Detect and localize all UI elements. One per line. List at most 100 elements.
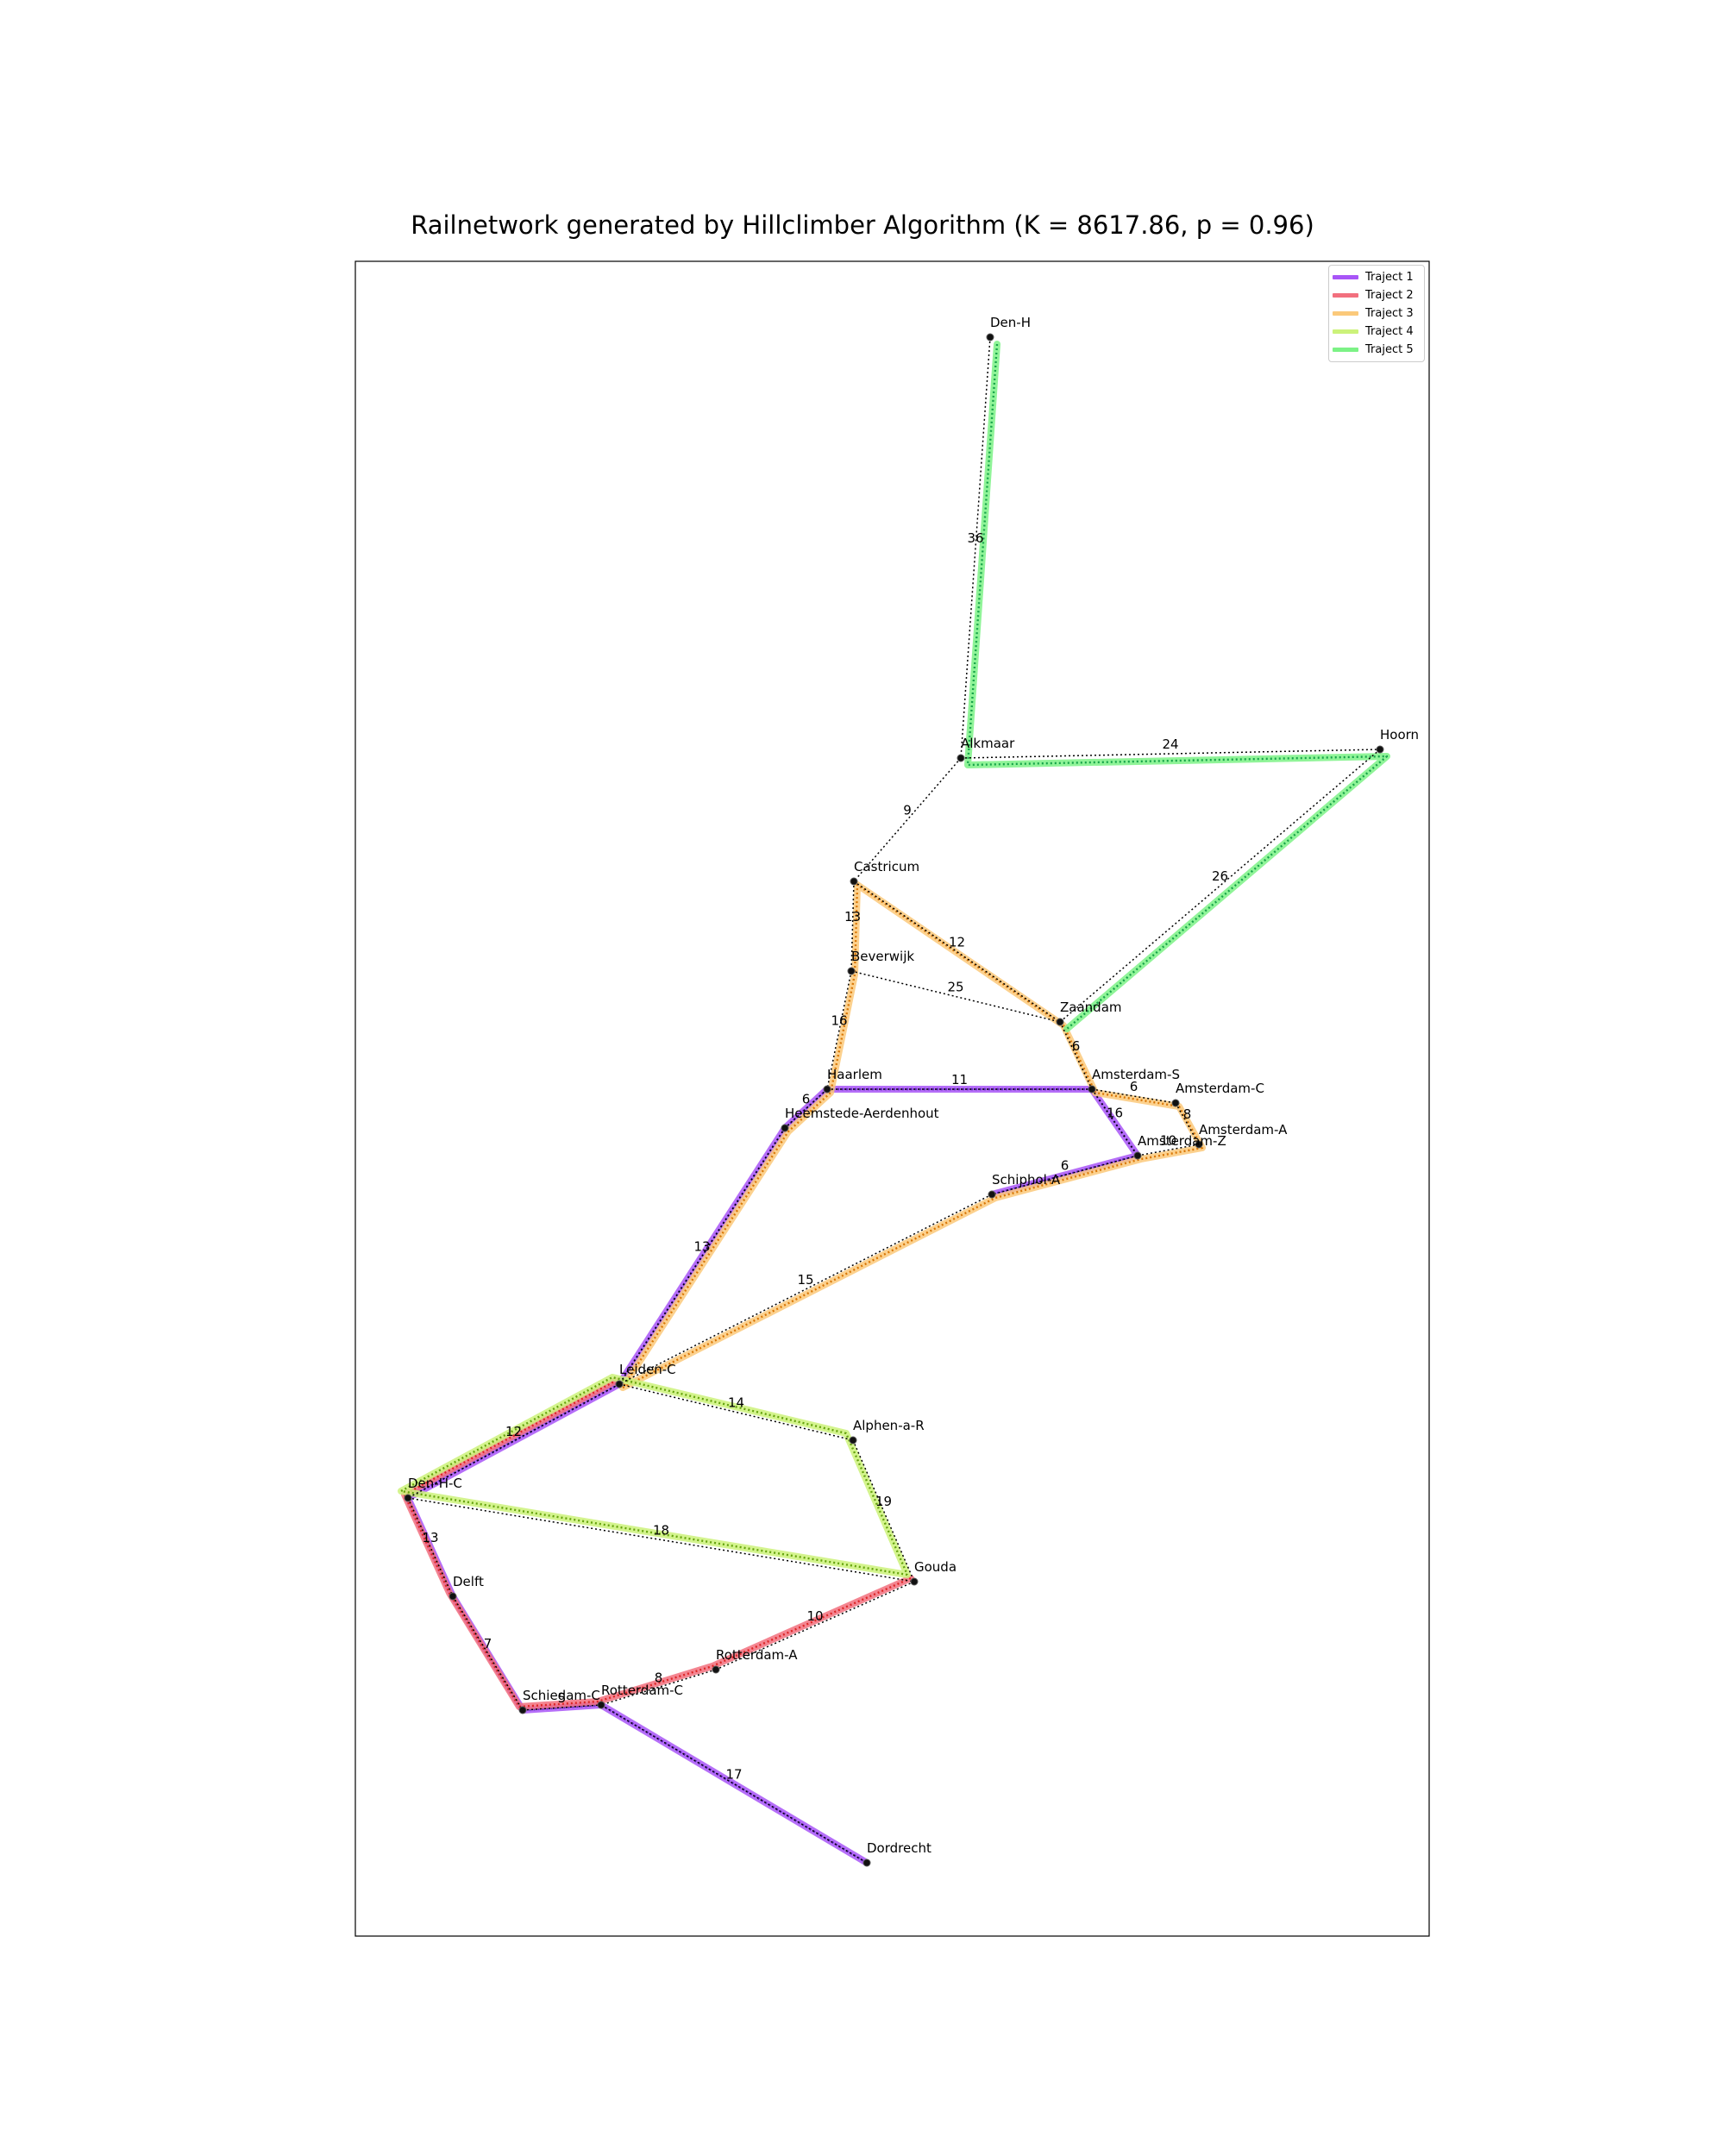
route-line-traject-5 [964, 341, 1390, 1032]
connection-haarlem-heemstede-aerdenhout [784, 1088, 828, 1129]
connection-minutes-label: 36 [967, 530, 983, 546]
connection-minutes-label: 17 [725, 1767, 742, 1783]
connection-minutes-label: 25 [947, 980, 963, 995]
station-dot-schiphol-a[interactable] [988, 1190, 996, 1199]
station-dot-leiden-c[interactable] [615, 1380, 624, 1388]
route-dots-traject-2 [403, 1379, 912, 1708]
station-label-rotterdam-a: Rotterdam-A [716, 1647, 798, 1663]
station-label-amsterdam-z: Amsterdam-Z [1138, 1133, 1226, 1149]
station-label-layer: Den-H Alkmaar Hoorn Castricum Beverwijk Zaand… [408, 315, 1419, 1856]
connection-beverwijk-haarlem [826, 970, 852, 1090]
connection-leiden-c-alphen-a-r [618, 1383, 854, 1441]
plot-frame [354, 260, 1430, 1937]
connection-minutes-label: 10 [806, 1608, 823, 1624]
route-line-traject-1 [405, 1086, 1141, 1866]
station-dot-amsterdam-c[interactable] [1171, 1099, 1180, 1107]
connection-minutes-label: 15 [797, 1272, 813, 1288]
legend-label: Traject 2 [1365, 289, 1414, 302]
connection-alphen-a-r-gouda [852, 1439, 915, 1583]
station-label-amsterdam-a: Amsterdam-A [1199, 1122, 1288, 1138]
connection-minutes-label: 6 [1061, 1158, 1070, 1174]
station-label-hoorn: Hoorn [1380, 727, 1419, 743]
legend-label: Traject 3 [1365, 307, 1414, 320]
connection-minutes-label: 11 [951, 1072, 968, 1087]
legend-swatch [1333, 293, 1358, 298]
legend-swatch [1333, 275, 1358, 279]
station-label-alphen-a-r: Alphen-a-R [853, 1418, 925, 1433]
route-dots-traject-4 [399, 1376, 909, 1576]
station-label-haarlem: Haarlem [827, 1067, 882, 1082]
connection-delft-schiedam-c [452, 1595, 524, 1711]
connection-minutes-label: 9 [903, 803, 912, 818]
connection-minutes-label: 14 [728, 1395, 744, 1411]
connection-minutes-label: 12 [949, 935, 965, 950]
connection-heemstede-aerdenhout-leiden-c [618, 1127, 786, 1385]
legend-label: Traject 5 [1365, 343, 1414, 356]
legend: Traject 1 Traject 2 Traject 3 Traject 4 Traj… [1328, 265, 1425, 362]
station-dot-den-h-c[interactable] [404, 1494, 412, 1502]
connection-schiphol-a-leiden-c [618, 1194, 993, 1385]
station-dot-amsterdam-z[interactable] [1133, 1151, 1142, 1160]
station-dot-rotterdam-a[interactable] [712, 1665, 720, 1674]
station-dot-zaandam[interactable] [1056, 1018, 1064, 1026]
route-layer [398, 341, 1390, 1866]
connection-minutes-label: 16 [1107, 1106, 1123, 1121]
station-dot-amsterdam-a[interactable] [1195, 1140, 1203, 1149]
connection-minutes-label: 13 [693, 1239, 710, 1255]
connection-minutes-label: 6 [1072, 1038, 1081, 1054]
route-line-traject-4 [398, 1374, 911, 1578]
connection-castricum-zaandam [853, 881, 1061, 1023]
station-label-dordrecht: Dordrecht [867, 1840, 932, 1856]
connection-castricum-beverwijk [850, 881, 855, 972]
station-dot-dordrecht[interactable] [862, 1858, 871, 1867]
route-dots-traject-3 [621, 883, 1204, 1389]
legend-entry-traject-3: Traject 3 [1333, 304, 1421, 323]
station-dot-den-h[interactable] [986, 333, 994, 342]
connection-rotterdam-a-rotterdam-c [600, 1669, 717, 1706]
station-label-leiden-c: Leiden-C [619, 1362, 676, 1377]
station-label-alkmaar: Alkmaar [961, 736, 1015, 751]
connection-alkmaar-hoorn [960, 749, 1381, 759]
connection-minutes-label: 7 [484, 1636, 492, 1651]
station-dot-haarlem[interactable] [823, 1085, 831, 1094]
station-label-amsterdam-s: Amsterdam-S [1092, 1067, 1180, 1082]
connection-amsterdam-s-amsterdam-c [1091, 1088, 1176, 1104]
station-dot-heemstede-aerdenhout[interactable] [781, 1124, 789, 1132]
connection-minutes-label: 16 [831, 1013, 847, 1029]
station-dot-hoorn[interactable] [1376, 745, 1384, 754]
connection-amsterdam-z-schiphol-a [991, 1155, 1138, 1195]
station-dot-beverwijk[interactable] [847, 967, 856, 975]
connection-den-h-c-gouda [407, 1497, 915, 1583]
connection-minutes-label: 19 [875, 1494, 892, 1509]
station-dot-rotterdam-c[interactable] [597, 1701, 605, 1709]
legend-swatch [1333, 329, 1358, 334]
connection-minutes-label: 8 [655, 1670, 663, 1686]
station-dot-alphen-a-r[interactable] [849, 1436, 857, 1445]
station-dot-delft[interactable] [448, 1592, 457, 1601]
station-label-gouda: Gouda [914, 1559, 957, 1575]
station-label-den-h-c: Den-H-C [408, 1476, 462, 1491]
route-dots-traject-1 [406, 1087, 1139, 1865]
legend-entry-traject-5: Traject 5 [1333, 341, 1421, 359]
connection-minutes-label: 6 [802, 1092, 811, 1107]
connection-minutes-label: 18 [653, 1523, 669, 1539]
station-dot-amsterdam-s[interactable] [1088, 1085, 1096, 1094]
connection-den-h-c-delft [407, 1497, 454, 1597]
connection-minutes-label: 12 [505, 1424, 522, 1439]
station-label-castricum: Castricum [854, 859, 919, 874]
station-dot-gouda[interactable] [910, 1577, 919, 1586]
station-label-delft: Delft [453, 1574, 484, 1589]
connection-amsterdam-c-amsterdam-a [1175, 1102, 1200, 1145]
station-dot-castricum[interactable] [850, 877, 858, 886]
connection-minutes-label: 24 [1162, 736, 1178, 752]
station-dot-schiedam-c[interactable] [518, 1706, 527, 1714]
connection-hoorn-zaandam [1059, 749, 1381, 1023]
connection-gouda-rotterdam-a [715, 1581, 915, 1670]
station-label-rotterdam-c: Rotterdam-C [601, 1683, 683, 1698]
legend-label: Traject 1 [1365, 271, 1414, 284]
connection-minutes-label: 13 [844, 909, 861, 924]
legend-entry-traject-1: Traject 1 [1333, 268, 1421, 286]
station-dot-alkmaar[interactable] [957, 754, 965, 762]
connection-minutes-label: 8 [1183, 1106, 1192, 1122]
station-label-schiphol-a: Schiphol-A [992, 1172, 1061, 1188]
